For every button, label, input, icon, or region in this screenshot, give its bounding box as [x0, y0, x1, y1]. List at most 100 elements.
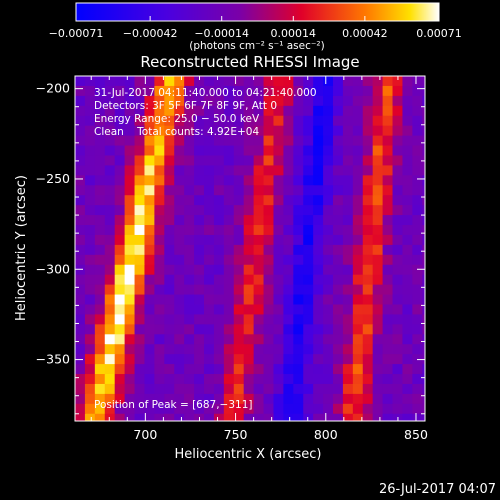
heatmap-cell	[243, 115, 255, 127]
heatmap-cell	[263, 145, 275, 157]
heatmap-cell	[323, 155, 334, 167]
heatmap-cell	[84, 354, 96, 365]
heatmap-cell	[124, 234, 136, 246]
heatmap-cell	[243, 205, 255, 216]
heatmap-cell	[313, 95, 324, 107]
heatmap-cell	[412, 195, 423, 206]
heatmap-cell	[124, 364, 136, 375]
heatmap-cell	[174, 215, 185, 226]
heatmap-cell	[273, 175, 284, 186]
heatmap-cell	[253, 304, 265, 316]
heatmap-cell	[114, 344, 126, 355]
heatmap-cell	[293, 413, 304, 421]
heatmap-cell	[94, 145, 106, 157]
heatmap-cell	[233, 125, 245, 137]
x-axis-title: Heliocentric X (arcsec)	[175, 447, 322, 462]
heatmap-cell	[94, 95, 106, 107]
heatmap-cell	[303, 364, 314, 375]
heatmap-cell	[124, 393, 136, 405]
heatmap-cell	[422, 215, 425, 226]
heatmap-cell	[402, 264, 413, 276]
heatmap-cell	[104, 304, 116, 316]
heatmap-cell	[184, 215, 195, 226]
x-tick-label: 700	[133, 427, 157, 442]
heatmap-cell	[253, 125, 265, 137]
heatmap-cell	[283, 314, 294, 325]
heatmap-cell	[94, 344, 106, 355]
heatmap-cell	[243, 135, 255, 147]
heatmap-cell	[94, 234, 106, 246]
heatmap-cell	[144, 284, 155, 296]
heatmap-cell	[273, 344, 284, 355]
heatmap-cell	[323, 344, 334, 355]
heatmap-cell	[372, 145, 384, 157]
heatmap-cell	[362, 195, 374, 206]
heatmap-cell	[263, 274, 275, 286]
heatmap-cell	[263, 344, 275, 355]
heatmap-cell	[253, 324, 265, 335]
heatmap-cell	[174, 76, 185, 87]
heatmap-cell	[124, 205, 136, 216]
heatmap-cell	[223, 403, 235, 415]
heatmap-cell	[144, 165, 155, 176]
heatmap-cell	[412, 344, 423, 355]
heatmap-cell	[303, 294, 314, 306]
heatmap-cell	[233, 165, 245, 176]
heatmap-cell	[273, 95, 284, 107]
y-tick-label: −300	[36, 261, 70, 276]
heatmap-cell	[253, 314, 265, 325]
heatmap-cell	[372, 85, 384, 97]
heatmap-cell	[303, 205, 314, 216]
heatmap-cell	[342, 205, 354, 216]
heatmap-cell	[114, 403, 126, 415]
heatmap-cell	[372, 165, 384, 176]
heatmap-cell	[422, 185, 425, 196]
heatmap-cell	[303, 354, 314, 365]
heatmap-cell	[323, 234, 334, 246]
heatmap-cell	[203, 225, 215, 236]
x-tick-label: 800	[314, 427, 338, 442]
heatmap-cell	[412, 185, 423, 196]
heatmap-cell	[164, 115, 175, 127]
heatmap-cell	[164, 145, 175, 157]
heatmap-cell	[313, 165, 324, 176]
heatmap-cell	[392, 264, 404, 276]
heatmap-cell	[372, 175, 384, 186]
heatmap-cell	[273, 244, 284, 256]
heatmap-cell	[352, 383, 364, 395]
colorbar-tick-label: 0.00071	[416, 27, 462, 40]
heatmap-cell	[213, 85, 225, 97]
heatmap-cell	[134, 225, 146, 236]
heatmap-cell	[154, 205, 165, 216]
heatmap-cell	[124, 383, 136, 395]
heatmap-cell	[184, 413, 195, 421]
heatmap-cell	[124, 165, 136, 176]
heatmap-cell	[362, 155, 374, 167]
heatmap-cell	[213, 76, 225, 87]
heatmap-cell	[372, 115, 384, 127]
heatmap-cell	[84, 76, 96, 87]
heatmap-cell	[352, 95, 364, 107]
heatmap-cell	[362, 165, 374, 176]
heatmap-cell	[352, 294, 364, 306]
y-tick-label: −350	[36, 352, 70, 367]
heatmap-cell	[332, 205, 344, 216]
heatmap-cell	[392, 145, 404, 157]
heatmap-cell	[273, 135, 284, 147]
heatmap-cell	[75, 393, 86, 405]
heatmap-cell	[253, 115, 265, 127]
heatmap-cell	[154, 314, 165, 325]
heatmap-cell	[412, 234, 423, 246]
heatmap-cell	[203, 274, 215, 286]
heatmap-cell	[263, 165, 275, 176]
heatmap-cell	[352, 274, 364, 286]
heatmap-cell	[382, 284, 394, 296]
heatmap-cell	[233, 205, 245, 216]
heatmap-cell	[194, 393, 205, 405]
heatmap-cell	[114, 393, 126, 405]
heatmap-cell	[233, 185, 245, 196]
heatmap-cell	[84, 105, 96, 117]
heatmap-cell	[154, 324, 165, 335]
heatmap-cell	[323, 324, 334, 335]
heatmap-cell	[243, 145, 255, 157]
